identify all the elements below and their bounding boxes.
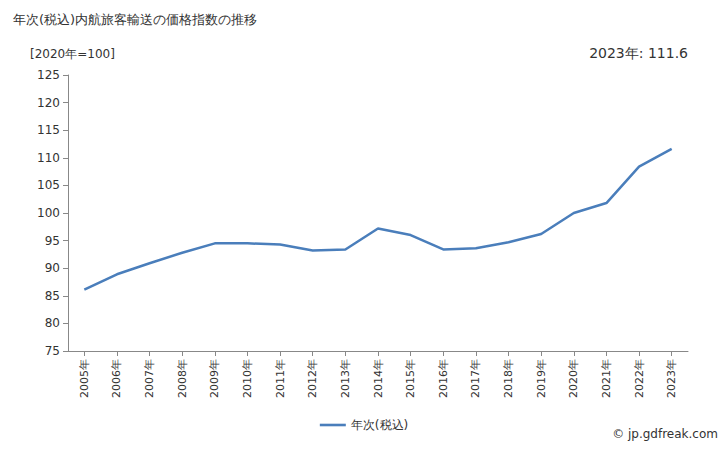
svg-text:85: 85	[45, 289, 60, 303]
svg-text:90: 90	[45, 261, 60, 275]
svg-text:2009年: 2009年	[208, 359, 221, 398]
svg-text:2012年: 2012年	[306, 359, 319, 398]
svg-text:2017年: 2017年	[469, 359, 482, 398]
svg-text:2019年: 2019年	[535, 359, 548, 398]
svg-text:2018年: 2018年	[502, 359, 515, 398]
svg-text:110: 110	[37, 151, 60, 165]
svg-text:75: 75	[45, 344, 60, 358]
svg-text:105: 105	[37, 178, 60, 192]
svg-text:年次(税込)内航旅客輸送の価格指数の推移: 年次(税込)内航旅客輸送の価格指数の推移	[13, 12, 257, 27]
svg-text:2016年: 2016年	[437, 359, 450, 398]
svg-text:115: 115	[37, 123, 60, 137]
svg-text:2010年: 2010年	[241, 359, 254, 398]
svg-text:2021年: 2021年	[600, 359, 613, 398]
svg-text:2023年: 111.6: 2023年: 111.6	[589, 45, 688, 61]
svg-text:年次(税込): 年次(税込)	[351, 418, 408, 432]
svg-text:120: 120	[37, 96, 60, 110]
svg-text:2006年: 2006年	[110, 359, 123, 398]
svg-text:125: 125	[37, 68, 60, 82]
svg-text:2023年: 2023年	[665, 359, 678, 398]
svg-text:2015年: 2015年	[404, 359, 417, 398]
svg-text:2007年: 2007年	[143, 359, 156, 398]
svg-text:2011年: 2011年	[274, 359, 287, 398]
svg-text:2005年: 2005年	[78, 359, 91, 398]
svg-text:2022年: 2022年	[633, 359, 646, 398]
svg-text:2013年: 2013年	[339, 359, 352, 398]
svg-text:2014年: 2014年	[372, 359, 385, 398]
svg-text:© jp.gdfreak.com: © jp.gdfreak.com	[612, 427, 718, 441]
svg-text:80: 80	[45, 316, 60, 330]
svg-text:2008年: 2008年	[176, 359, 189, 398]
svg-text:[2020年=100]: [2020年=100]	[30, 47, 115, 61]
svg-text:2020年: 2020年	[567, 359, 580, 398]
svg-text:100: 100	[37, 206, 60, 220]
svg-text:95: 95	[45, 234, 60, 248]
